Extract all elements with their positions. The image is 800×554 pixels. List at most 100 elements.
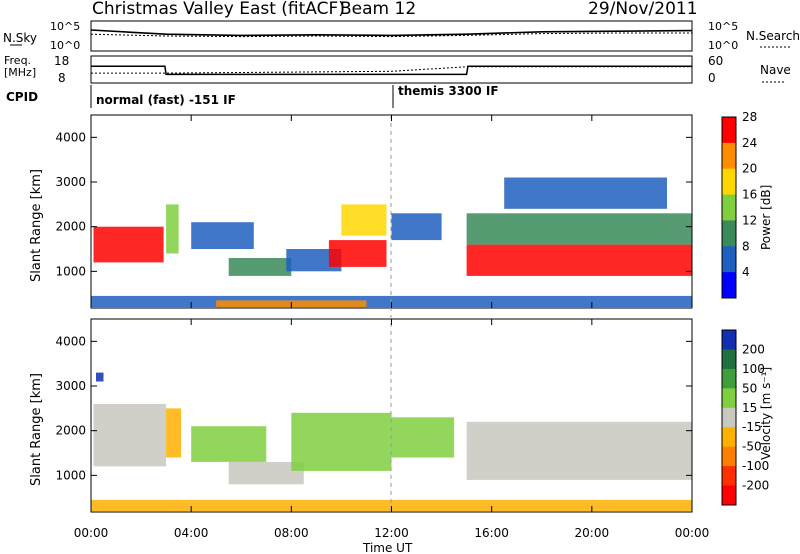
power-colorbar-swatch <box>722 272 736 299</box>
freq-label-1: Freq. <box>4 54 31 67</box>
cpid-mode-2: themis 3300 IF <box>398 84 499 98</box>
date-label: 29/Nov/2011 <box>588 0 698 19</box>
cpid-mode-1: normal (fast) -151 IF <box>96 93 236 107</box>
freq-series <box>91 65 692 76</box>
power-ylabel: Slant Range [km] <box>29 169 44 282</box>
y-tick-label: 4000 <box>55 130 86 144</box>
velocity-colorbar-frame <box>721 329 737 506</box>
power-region <box>341 204 387 236</box>
axis-ticks: 00:00 04:00 08:00 12:00 16:00 20:00 00:00 1000 2… <box>55 115 709 540</box>
power-colorbar-swatch <box>722 142 736 170</box>
power-colorbar-frame <box>721 116 737 299</box>
velocity-colorbar-swatch <box>722 446 736 467</box>
x-tick-label: 08:00 <box>274 526 309 540</box>
nave-tick-low: 0 <box>708 71 716 85</box>
freq-line <box>91 65 692 76</box>
power-colorbar-label: Power [dB] <box>759 185 773 250</box>
power-colorbar-swatch <box>722 194 736 221</box>
y-tick-label: 1000 <box>55 264 86 278</box>
nsky-series <box>90 29 693 38</box>
power-region <box>166 204 179 254</box>
velocity-colorbar-tick: -50 <box>742 440 762 454</box>
nsky-tick-high: 10^5 <box>50 20 80 33</box>
velocity-colorbar-swatch <box>722 368 736 389</box>
power-region <box>328 240 387 267</box>
power-colorbar-swatch <box>722 220 736 247</box>
x-tick-label: 00:00 <box>675 526 710 540</box>
velocity-colorbar-tick: -200 <box>742 479 769 493</box>
velocity-colorbar-tick: 100 <box>742 362 765 376</box>
power-region <box>191 222 254 249</box>
velocity-region <box>291 412 392 471</box>
velocity-colorbar-swatch <box>722 388 736 409</box>
beam-label: Beam 12 <box>340 0 416 19</box>
nave-tick-high: 60 <box>708 54 723 68</box>
nsky-panel-frame <box>90 20 693 52</box>
nave-line <box>91 66 692 74</box>
nsky-line <box>90 29 693 37</box>
x-tick-label: 16:00 <box>474 526 509 540</box>
y-tick-label: 2000 <box>55 220 86 234</box>
power-region <box>93 226 164 263</box>
power-region <box>504 177 667 209</box>
power-colorbar-tick: 16 <box>742 188 757 202</box>
velocity-region <box>166 408 182 458</box>
nsky-label: N.Sky <box>3 31 37 45</box>
power-colorbar-swatch <box>722 117 736 144</box>
velocity-region <box>93 403 167 467</box>
power-region <box>228 258 292 276</box>
power-colorbar-tick: 4 <box>742 265 750 279</box>
velocity-colorbar-tick: 200 <box>742 342 765 356</box>
velocity-region <box>91 499 692 512</box>
power-colorbar-tick: 28 <box>742 110 757 124</box>
velocity-colorbar-tick: -15 <box>742 420 762 434</box>
power-region <box>466 244 692 276</box>
power-colorbar-swatch <box>722 168 736 196</box>
nsearch-tick-low: 10^0 <box>708 39 738 52</box>
x-tick-label: 04:00 <box>174 526 209 540</box>
velocity-colorbar-tick: 50 <box>742 381 757 395</box>
velocity-heatmap <box>91 372 692 512</box>
y-tick-label: 2000 <box>55 424 86 438</box>
y-tick-label: 3000 <box>55 379 86 393</box>
x-tick-label: 20:00 <box>575 526 610 540</box>
velocity-colorbar-tick: -100 <box>742 459 769 473</box>
freq-tick-low: 8 <box>58 71 66 85</box>
x-tick-label: 12:00 <box>374 526 409 540</box>
y-tick-label: 4000 <box>55 334 86 348</box>
freq-tick-high: 18 <box>54 54 69 68</box>
x-axis-label: Time UT <box>362 541 413 554</box>
velocity-colorbar-swatch <box>722 330 736 350</box>
freq-label-2: [MHz] <box>4 66 36 79</box>
cpid-label: CPID <box>6 90 38 104</box>
velocity-colorbar-swatch <box>722 349 736 370</box>
y-tick-label: 3000 <box>55 175 86 189</box>
velocity-colorbar-swatch <box>722 485 736 506</box>
velocity-ylabel: Slant Range [km] <box>29 373 44 486</box>
power-colorbar-tick: 8 <box>742 239 750 253</box>
velocity-region <box>191 426 267 462</box>
power-colorbar-tick: 20 <box>742 162 757 176</box>
velocity-region <box>228 462 304 485</box>
nsearch-label: N.Search <box>746 29 800 43</box>
velocity-region <box>96 372 104 382</box>
x-tick-label: 00:00 <box>74 526 109 540</box>
power-region <box>466 213 692 245</box>
nave-label: Nave <box>760 63 791 77</box>
y-tick-label: 1000 <box>55 468 86 482</box>
nsky-tick-low: 10^0 <box>50 39 80 52</box>
velocity-colorbar-swatch <box>722 427 736 448</box>
velocity-colorbar-tick: 15 <box>742 401 757 415</box>
power-colorbar: 4 8 12 16 20 24 28 <box>721 110 757 299</box>
power-colorbar-swatch <box>722 246 736 273</box>
velocity-colorbar-swatch <box>722 407 736 428</box>
chart-title: Christmas Valley East (fitACF) <box>92 0 345 19</box>
velocity-colorbar-label: Velocity [m s⁻¹] <box>759 367 773 460</box>
velocity-colorbar: 200 100 50 15 -15 -50 -100 -200 <box>721 329 769 506</box>
power-colorbar-tick: 24 <box>742 136 757 150</box>
freq-panel-frame <box>90 55 693 84</box>
nsearch-tick-high: 10^5 <box>708 20 738 33</box>
nsearch-line <box>90 32 692 38</box>
velocity-region <box>391 417 455 458</box>
power-colorbar-tick: 12 <box>742 213 757 227</box>
